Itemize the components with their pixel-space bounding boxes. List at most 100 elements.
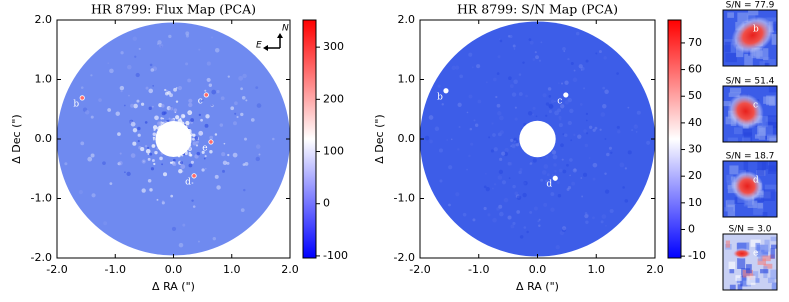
x-tick-label: -2.0 [46,263,67,276]
speckle [755,242,761,251]
speckle [471,66,474,69]
speckle [198,130,204,136]
speckle [240,208,245,213]
speckle [209,135,214,140]
planet-marker [563,92,569,98]
speckle [144,144,148,148]
speckle [137,133,141,137]
speckle [594,126,598,130]
thumbnail-letter: b [753,25,759,35]
speckle [725,53,737,63]
speckle [466,168,468,171]
speckle [509,84,514,89]
thumbnail-blob [731,248,753,260]
speckle [441,103,444,106]
speckle [600,220,604,224]
speckle [424,135,430,141]
planet-label: e [202,143,207,153]
speckle [158,43,164,48]
speckle [513,79,518,85]
speckle [227,153,230,157]
speckle [730,43,736,53]
speckle [171,226,177,232]
speckle [757,202,763,209]
speckle [149,63,153,67]
speckle [567,97,572,103]
thumbnail-title: S/N = 3.0 [728,225,771,235]
speckle [538,218,541,221]
speckle [470,142,474,146]
speckle [510,224,515,229]
speckle [584,214,589,219]
speckle [516,195,522,201]
planet-label: c [557,96,562,106]
y-tick-label: -2.0 [31,251,52,264]
speckle [149,188,153,192]
speckle [627,150,632,155]
speckle [511,92,517,97]
speckle [493,77,497,82]
speckle [230,106,235,111]
speckle [528,38,532,42]
speckle [562,133,565,135]
speckle [497,111,502,116]
speckle [180,164,186,170]
compass-east: E [256,41,262,51]
y-tick-label: 0.0 [35,132,53,145]
speckle [210,36,214,39]
speckle [232,152,238,158]
speckle [518,170,522,175]
speckle [132,127,138,133]
speckle [498,38,501,41]
speckle [226,161,230,165]
speckle [485,81,488,84]
speckle [761,115,768,128]
speckle [161,201,165,205]
speckle [144,121,148,124]
speckle [188,98,193,103]
speckle [604,172,607,176]
speckle [532,113,535,116]
speckle [543,202,548,207]
speckle [82,107,88,112]
speckle [763,263,773,269]
speckle [554,110,559,116]
speckle [624,167,627,170]
speckle [491,122,494,125]
speckle [198,113,202,117]
planet-marker [443,88,449,94]
speckle [572,168,577,173]
speckle [192,133,196,137]
speckle [725,240,731,248]
y-tick-label: -1.0 [31,192,52,205]
speckle [602,104,607,109]
planet-label: c [198,96,203,106]
speckle [154,115,159,121]
speckle [160,117,163,120]
speckle [533,206,538,211]
speckle [557,194,562,198]
speckle [550,99,555,104]
speckle [586,132,589,135]
planet-marker [203,92,209,98]
speckle [606,152,610,157]
speckle [196,151,201,156]
speckle [519,167,523,172]
speckle [562,226,567,231]
speckle [473,119,476,122]
speckle [554,100,556,103]
speckle [729,88,742,94]
colorbar-tick-label: 20 [688,169,702,182]
speckle [162,172,168,177]
speckle [477,99,482,104]
speckle [191,182,194,184]
speckle [545,114,548,117]
speckle [240,87,243,91]
speckle [746,275,756,285]
speckle [516,210,521,214]
speckle [216,185,221,190]
speckle [551,150,557,155]
speckle [107,108,112,112]
speckle [140,147,145,152]
speckle [569,158,573,162]
